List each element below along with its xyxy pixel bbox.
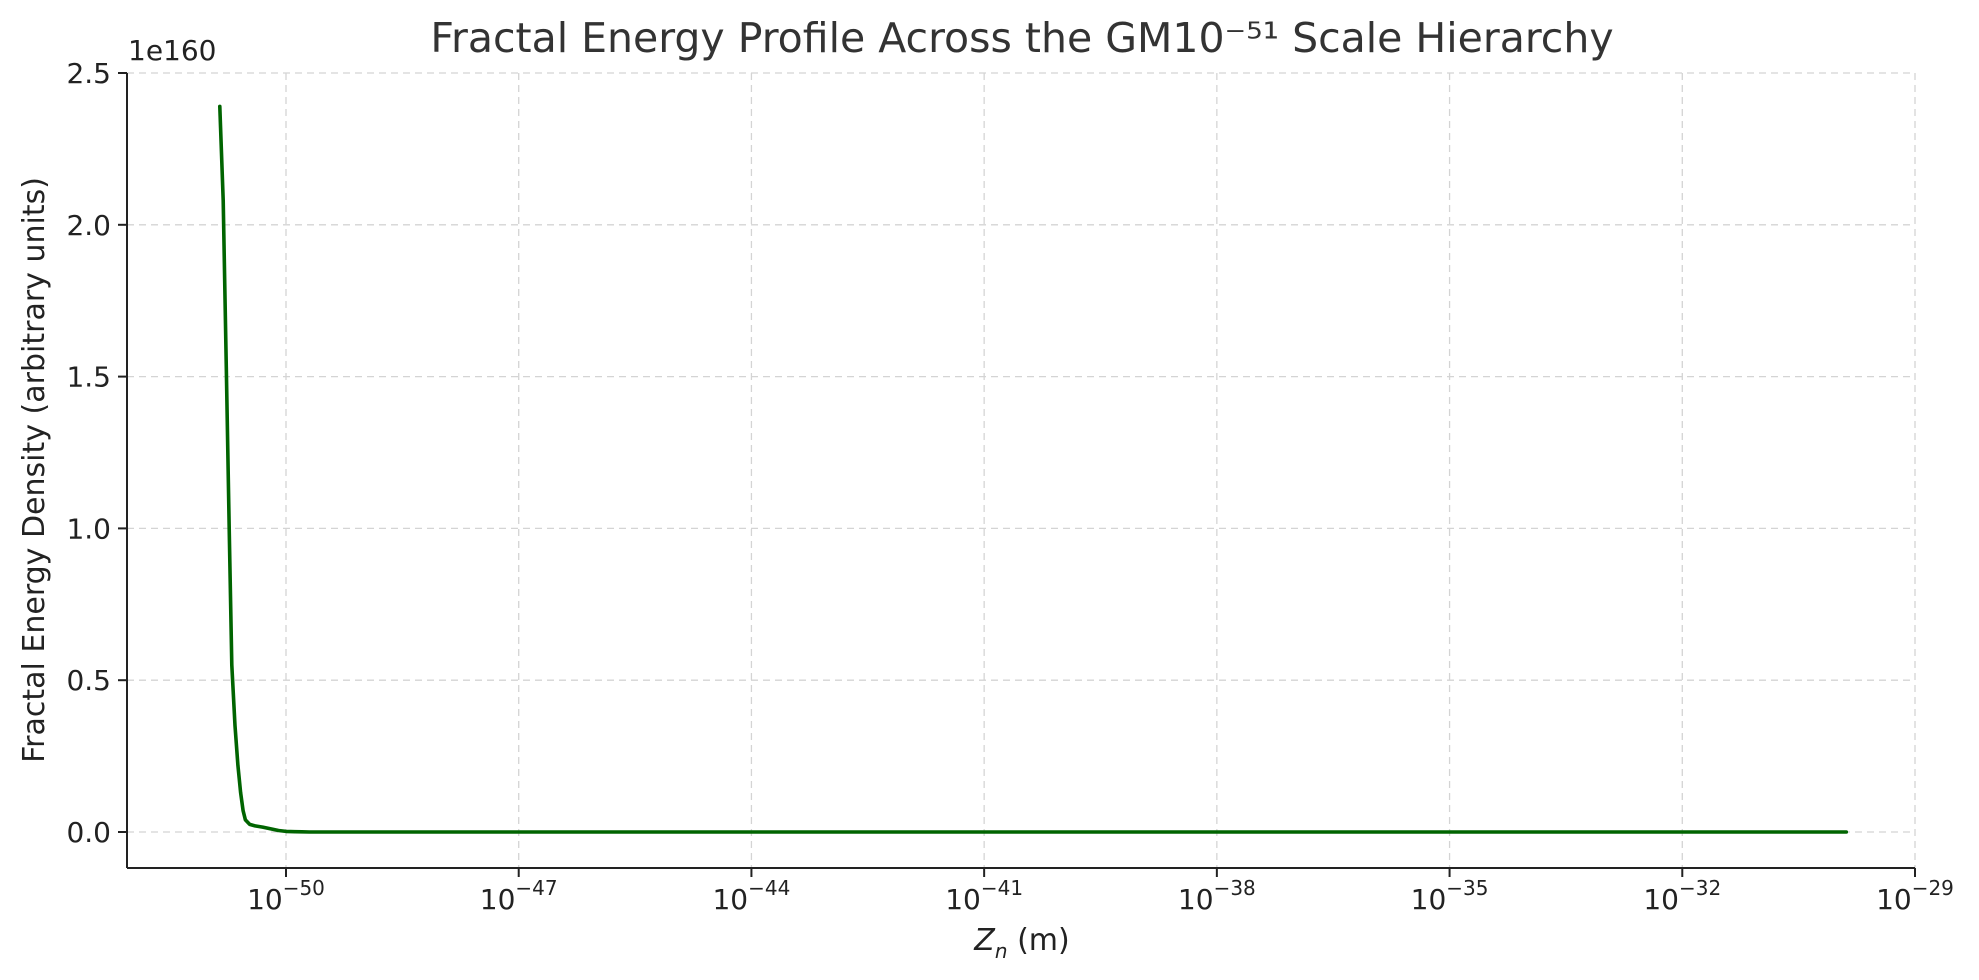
x-tick-label: 10−32 [1643, 876, 1721, 916]
y-tick-label: 1.0 [66, 512, 111, 545]
y-tick-label: 2.0 [66, 209, 111, 242]
axes-spines [126, 73, 1915, 869]
x-tick-label: 10−44 [712, 876, 790, 916]
series-line [218, 104, 1849, 834]
y-tick-label: 0.0 [66, 816, 111, 849]
x-axis-label-subscript: n [995, 939, 1008, 963]
y-offset-label: 1e160 [128, 34, 216, 67]
x-axis-label-symbol: Z [973, 923, 996, 958]
x-tick-label: 10−47 [480, 876, 558, 916]
x-tick-label: 10−38 [1178, 876, 1256, 916]
y-axis-label: Fractal Energy Density (arbitrary units) [17, 177, 52, 763]
y-tick-label: 1.5 [66, 361, 111, 394]
x-axis-label: Zn (m) [973, 923, 1069, 963]
y-tick-label: 2.5 [66, 57, 111, 90]
grid-lines [127, 72, 1916, 868]
y-tick-label: 0.5 [66, 664, 111, 697]
axis-ticks: 0.0 0.5 1.0 1.5 2.0 2.5 10−50 10−47 10−44 10−41 10… [66, 57, 1953, 916]
x-axis-label-unit: (m) [1008, 923, 1070, 958]
x-tick-label: 10−29 [1876, 876, 1954, 916]
x-tick-label: 10−35 [1411, 876, 1489, 916]
x-tick-label: 10−50 [247, 876, 325, 916]
x-tick-label: 10−41 [945, 876, 1023, 916]
chart-title: Fractal Energy Profile Across the GM10⁻⁵… [430, 14, 1613, 62]
